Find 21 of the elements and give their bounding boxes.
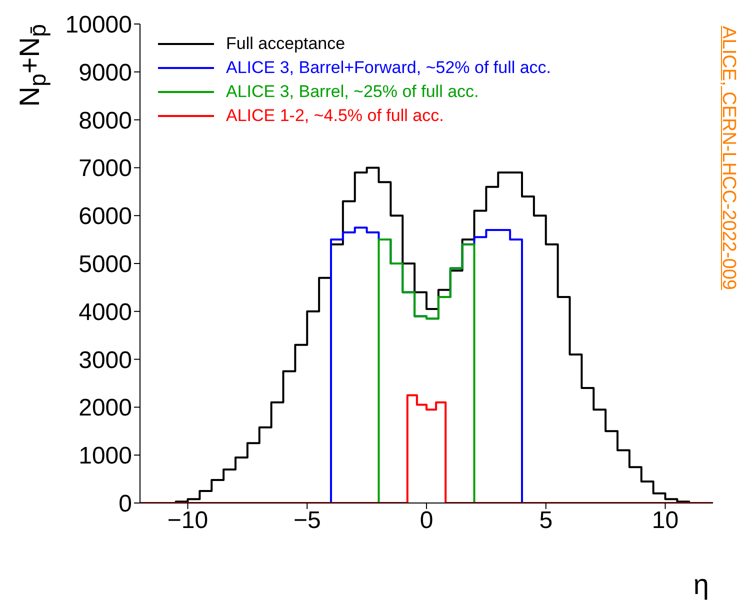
text: ALICE, CERN-LHCC-2022-009: [717, 26, 739, 290]
y-tick-label: 9000: [78, 59, 132, 86]
y-tick-label: 10000: [65, 12, 132, 39]
x-tick-label: −10: [167, 507, 208, 534]
legend-label: ALICE 1-2, ~4.5% of full acc.: [226, 106, 444, 126]
x-axis-title: η: [693, 569, 709, 601]
x-tick-label: 5: [539, 507, 553, 534]
y-tick-label: 3000: [78, 346, 132, 374]
legend-label: ALICE 3, Barrel+Forward, ~52% of full acc.: [226, 58, 552, 78]
y-tick-label: 6000: [78, 203, 132, 230]
x-tick-label: 10: [652, 507, 679, 534]
legend-label: ALICE 3, Barrel, ~25% of full acc.: [226, 82, 479, 102]
y-tick-label: 7000: [78, 155, 132, 182]
y-tick-label: 8000: [78, 107, 132, 134]
y-tick-label: 4000: [78, 298, 132, 326]
y-tick-label: 1000: [78, 442, 132, 470]
x-tick-label: 0: [420, 507, 434, 534]
legend-label: Full acceptance: [226, 34, 346, 54]
x-tick-label: −5: [293, 507, 321, 534]
y-tick-label: 2000: [78, 394, 132, 422]
y-tick-label: 5000: [78, 251, 132, 278]
